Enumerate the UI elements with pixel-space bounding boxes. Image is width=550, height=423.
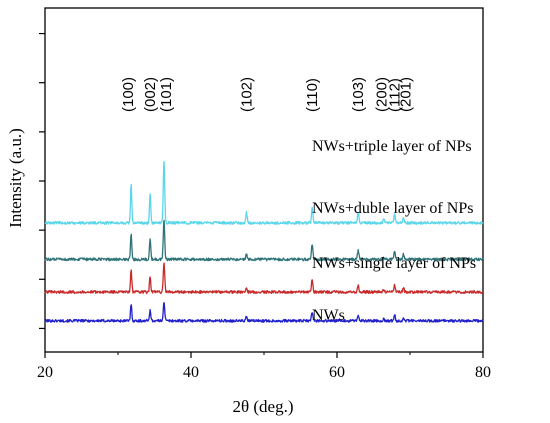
series-label: NWs+single layer of NPs — [312, 255, 476, 272]
series-labels: NWs NWs+single layer of NPs NWs+duble laye… — [312, 138, 476, 324]
x-axis-ticks: 20 40 60 80 — [37, 352, 491, 381]
series-label: NWs — [312, 307, 345, 324]
series-line — [44, 302, 484, 323]
peak-label: (002) — [142, 77, 159, 112]
series-label: NWs+triple layer of NPs — [312, 138, 472, 155]
x-tick-label: 40 — [183, 364, 199, 381]
series-line — [44, 219, 484, 262]
peak-label: (110) — [304, 78, 321, 112]
peak-label: (103) — [350, 77, 367, 112]
peak-label: (102) — [239, 77, 256, 112]
peak-label: (101) — [158, 77, 175, 112]
x-tick-label: 60 — [329, 364, 345, 381]
series-line — [44, 160, 484, 225]
y-axis-title: Intensity (a.u.) — [6, 128, 25, 228]
peak-label: (201) — [397, 77, 414, 112]
x-axis-title: 2θ (deg.) — [232, 397, 293, 416]
axes-frame — [44, 7, 484, 353]
x-tick-label: 80 — [475, 364, 491, 381]
y-axis-ticks — [39, 32, 45, 330]
peak-label: (100) — [120, 77, 137, 112]
x-tick-label: 20 — [37, 364, 53, 381]
plot-border — [44, 7, 484, 353]
peak-label: (200) — [374, 77, 391, 112]
series-layer — [44, 160, 484, 323]
peak-labels: (100) (002)(101) (102) (110) (103) (200)(112)… — [120, 77, 414, 112]
series-line — [44, 262, 484, 294]
peak-label: (112) — [387, 78, 404, 112]
series-label: NWs+duble layer of NPs — [312, 200, 473, 217]
